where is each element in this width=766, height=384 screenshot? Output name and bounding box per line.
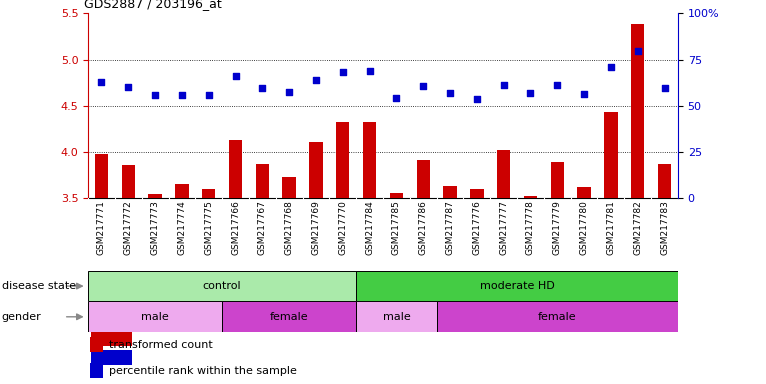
Bar — [88, 271, 356, 301]
Point — [363, 68, 375, 74]
Point — [176, 93, 188, 99]
Text: GSM217767: GSM217767 — [258, 200, 267, 255]
Text: GSM217787: GSM217787 — [446, 200, 454, 255]
Bar — [88, 301, 222, 332]
Point — [417, 83, 429, 89]
Point — [631, 48, 643, 54]
Point — [605, 64, 617, 70]
Text: GSM217780: GSM217780 — [580, 200, 588, 255]
Text: GSM217777: GSM217777 — [499, 200, 508, 255]
Bar — [283, 177, 296, 198]
Point — [390, 95, 403, 101]
Bar — [390, 193, 403, 198]
Bar — [578, 187, 591, 198]
Bar — [497, 150, 510, 198]
Text: percentile rank within the sample: percentile rank within the sample — [110, 366, 297, 376]
Point — [309, 77, 322, 83]
Bar — [417, 160, 430, 198]
Text: GSM217786: GSM217786 — [419, 200, 427, 255]
Text: gender: gender — [2, 312, 41, 322]
Text: GSM217774: GSM217774 — [178, 200, 186, 255]
Text: female: female — [538, 312, 577, 322]
Bar — [122, 165, 135, 198]
Bar — [658, 164, 671, 198]
Bar — [90, 363, 103, 378]
Bar — [437, 301, 678, 332]
Point — [524, 89, 536, 96]
Text: GSM217782: GSM217782 — [633, 200, 642, 255]
Text: GSM217781: GSM217781 — [607, 200, 615, 255]
Point — [230, 73, 242, 79]
Point — [578, 91, 591, 97]
Text: GSM217776: GSM217776 — [473, 200, 481, 255]
Text: GSM217783: GSM217783 — [660, 200, 669, 255]
Text: GSM217784: GSM217784 — [365, 200, 374, 255]
Text: GSM217773: GSM217773 — [151, 200, 159, 255]
Text: GSM217779: GSM217779 — [553, 200, 561, 255]
Text: control: control — [203, 281, 241, 291]
Bar — [551, 162, 564, 198]
Text: GDS2887 / 203196_at: GDS2887 / 203196_at — [84, 0, 222, 10]
Point — [149, 91, 162, 98]
Bar — [470, 189, 483, 198]
Text: transformed count: transformed count — [110, 339, 213, 349]
Text: GSM217770: GSM217770 — [339, 200, 347, 255]
Text: GSM217785: GSM217785 — [392, 200, 401, 255]
Bar — [91, 350, 132, 365]
Point — [470, 96, 483, 102]
Text: GSM217772: GSM217772 — [124, 200, 133, 255]
Bar — [604, 112, 617, 198]
Text: female: female — [270, 312, 309, 322]
Point — [202, 91, 214, 98]
Point — [95, 79, 107, 85]
Point — [444, 89, 457, 96]
Bar — [202, 189, 215, 198]
Bar — [356, 271, 678, 301]
Text: GSM217766: GSM217766 — [231, 200, 240, 255]
Bar — [363, 122, 376, 198]
Text: GSM217769: GSM217769 — [312, 200, 320, 255]
Bar — [336, 122, 349, 198]
Text: male: male — [382, 312, 411, 322]
Bar — [444, 186, 457, 198]
Text: disease state: disease state — [2, 281, 76, 291]
Point — [283, 89, 295, 95]
Text: GSM217768: GSM217768 — [285, 200, 293, 255]
Text: GSM217778: GSM217778 — [526, 200, 535, 255]
Bar — [149, 194, 162, 198]
Point — [256, 85, 269, 91]
Point — [659, 85, 671, 91]
Point — [123, 84, 135, 90]
Bar — [229, 140, 242, 198]
Bar — [524, 196, 537, 198]
Bar — [175, 184, 188, 198]
Text: GSM217775: GSM217775 — [205, 200, 213, 255]
Bar — [309, 142, 322, 198]
Point — [552, 82, 564, 88]
Bar — [256, 164, 269, 198]
Point — [498, 82, 510, 88]
Bar — [222, 301, 356, 332]
Bar — [631, 25, 644, 198]
Text: moderate HD: moderate HD — [480, 281, 555, 291]
Text: GSM217771: GSM217771 — [97, 200, 106, 255]
Bar — [91, 332, 132, 346]
Bar — [95, 154, 108, 198]
Bar — [356, 301, 437, 332]
Text: male: male — [141, 312, 169, 322]
Bar — [90, 338, 103, 352]
Point — [336, 68, 349, 74]
